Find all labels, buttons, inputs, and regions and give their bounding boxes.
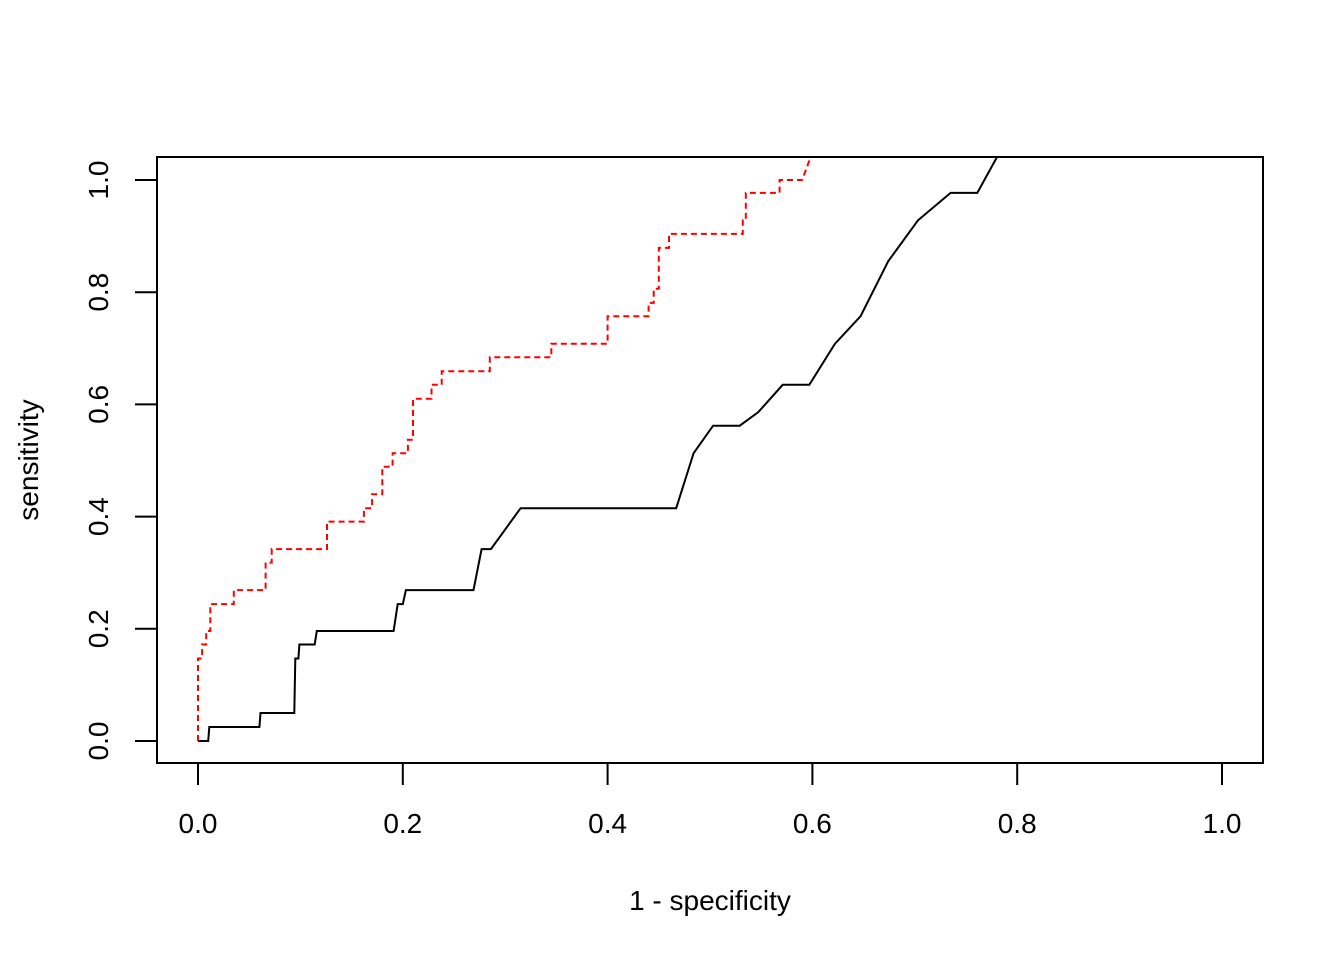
- x-tick-label: 0.6: [793, 808, 832, 839]
- plot-area: [197, 157, 998, 742]
- x-tick-label: 0.4: [588, 808, 627, 839]
- y-axis: 0.0 0.2 0.4 0.6 0.8 1.0: [83, 161, 158, 761]
- roc-curve-dashed: [197, 157, 812, 741]
- x-tick-label: 0.8: [998, 808, 1037, 839]
- y-tick-label: 0.6: [83, 385, 114, 424]
- plot-frame: [156, 156, 1264, 764]
- series-layer: [197, 157, 998, 742]
- y-tick-label: 1.0: [83, 161, 114, 200]
- x-axis-title: 1 - specificity: [629, 885, 791, 916]
- y-tick-label: 0.2: [83, 609, 114, 648]
- roc-curve-solid: [198, 157, 998, 742]
- y-tick-label: 0.4: [83, 497, 114, 536]
- y-tick-label: 0.0: [83, 722, 114, 761]
- y-axis-title: sensitivity: [13, 399, 44, 520]
- x-tick-label: 0.0: [179, 808, 218, 839]
- x-axis: 0.0 0.2 0.4 0.6 0.8 1.0: [179, 762, 1242, 839]
- x-tick-label: 0.2: [383, 808, 422, 839]
- y-tick-label: 0.8: [83, 273, 114, 312]
- x-tick-label: 1.0: [1203, 808, 1242, 839]
